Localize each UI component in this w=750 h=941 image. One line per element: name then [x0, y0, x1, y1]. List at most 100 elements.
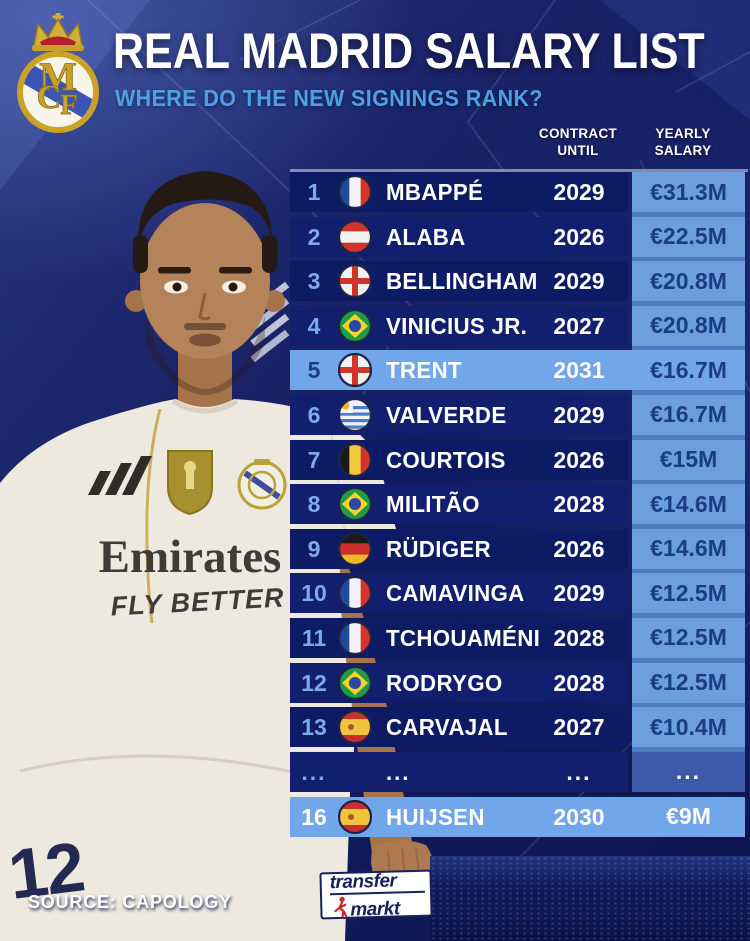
- france-flag-icon: [337, 174, 373, 210]
- salary-cell: €22.5M: [632, 216, 745, 257]
- belgium-flag-icon: [337, 442, 373, 477]
- salary-cell: €12.5M: [632, 617, 745, 658]
- table-row: 7 COURTOIS 2026 €15M: [290, 439, 745, 480]
- table-row: 8 MILITÃO 2028 €14.6M: [290, 484, 745, 525]
- salary-cell: €20.8M: [632, 305, 745, 346]
- salary-value: €20.8M: [650, 312, 727, 339]
- contract-until-year: 2029: [553, 268, 605, 295]
- salary-value: €15M: [659, 446, 718, 473]
- salary-cell: €12.5M: [632, 573, 745, 614]
- rank-number: 12: [301, 669, 327, 696]
- player-name: CARVAJAL: [386, 714, 508, 741]
- table-row: ... ... ... ...: [290, 751, 745, 792]
- contract-until-year: 2026: [553, 535, 605, 562]
- shirt-number-text: 12: [4, 827, 87, 913]
- salary-value: €20.8M: [650, 267, 727, 294]
- player-neck: [178, 341, 232, 412]
- shirt-sponsor-text: Emirates: [99, 531, 282, 583]
- page-title: REAL MADRID SALARY LIST: [113, 23, 705, 79]
- svg-text:F: F: [60, 89, 78, 121]
- salary-value: €22.5M: [650, 223, 727, 250]
- table-row: 2 ALABA 2026 €22.5M: [290, 216, 745, 257]
- salary-value: €14.6M: [650, 490, 727, 517]
- england-flag-icon: [337, 353, 373, 388]
- rank-number: 7: [307, 446, 321, 473]
- player-name: VINICIUS JR.: [386, 312, 528, 339]
- player-cell: 3 BELLINGHAM 2029: [290, 261, 628, 302]
- column-header-salary: YEARLY SALARY: [654, 126, 712, 158]
- contract-until-year: 2028: [553, 491, 605, 518]
- salary-value: €12.5M: [650, 579, 727, 606]
- player-cell: 2 ALABA 2026: [290, 216, 628, 257]
- crown-icon: [32, 13, 84, 51]
- contract-until-year: 2027: [553, 312, 605, 339]
- table-top-divider: [290, 169, 748, 172]
- salary-cell: €15M: [632, 439, 745, 480]
- salary-table: 1 MBAPPÉ 2029 €31.3M 2 ALABA 2026 €22.5M: [290, 172, 745, 837]
- salary-cell: €20.8M: [632, 261, 745, 302]
- salary-value: €10.4M: [650, 713, 727, 740]
- spain-flag-icon: [337, 799, 373, 834]
- rank-number: 13: [301, 714, 327, 741]
- contract-until-year: 2028: [553, 624, 605, 651]
- column-header-contract: CONTRACT UNTIL: [538, 126, 618, 158]
- salary-cell: €9M: [632, 797, 745, 837]
- player-name: TCHOUAMÉNI: [386, 624, 541, 651]
- player-name: VALVERDE: [386, 401, 507, 428]
- player-cell: 9 RÜDIGER 2026: [290, 528, 628, 569]
- player-cell: 4 VINICIUS JR. 2027: [290, 305, 628, 346]
- rank-number: 2: [307, 223, 321, 250]
- page-subtitle: WHERE DO THE NEW SIGNINGS RANK?: [115, 85, 543, 111]
- table-row: 4 VINICIUS JR. 2027 €20.8M: [290, 305, 745, 346]
- rank-number: 5: [307, 357, 321, 384]
- salary-value: €9M: [666, 803, 711, 830]
- salary-value: €16.7M: [650, 356, 727, 383]
- spain-flag-icon: [337, 710, 373, 745]
- transfermarkt-logo-line2: markt: [350, 897, 400, 921]
- table-row: 16 HUIJSEN 2030 €9M: [290, 796, 745, 837]
- player-cell: 12 RODRYGO 2028: [290, 662, 628, 703]
- player-name: RODRYGO: [386, 669, 503, 696]
- transfermarkt-logo-line1: transfer: [329, 870, 425, 895]
- player-name: RÜDIGER: [386, 535, 491, 562]
- contract-until-year: ...: [566, 758, 592, 785]
- player-name: ALABA: [386, 223, 466, 250]
- salary-cell: €31.3M: [632, 172, 745, 212]
- player-name: MILITÃO: [386, 491, 480, 518]
- transfermarkt-logo: transfer markt: [319, 869, 433, 921]
- table-row: 11 TCHOUAMÉNI 2028 €12.5M: [290, 617, 745, 658]
- country-flag-icon: [338, 755, 372, 789]
- player-cell: 16 HUIJSEN 2030: [290, 797, 628, 837]
- svg-text:M: M: [39, 54, 77, 99]
- contract-until-year: 2031: [553, 357, 605, 384]
- player-cell: 7 COURTOIS 2026: [290, 439, 628, 480]
- table-row: 3 BELLINGHAM 2029 €20.8M: [290, 261, 745, 302]
- runner-icon: [334, 896, 348, 918]
- player-name: COURTOIS: [386, 446, 506, 473]
- france-flag-icon: [337, 576, 373, 611]
- crowd-background: [430, 856, 750, 941]
- rank-number: 3: [307, 268, 321, 295]
- salary-value: €16.7M: [650, 401, 727, 428]
- salary-cell: €16.7M: [632, 394, 745, 435]
- player-cell: 6 VALVERDE 2029: [290, 394, 628, 435]
- contract-until-year: 2026: [553, 446, 605, 473]
- contract-until-year: 2029: [553, 179, 605, 205]
- player-name: ...: [386, 758, 411, 785]
- table-row: 6 VALVERDE 2029 €16.7M: [290, 394, 745, 435]
- rank-number: ...: [301, 758, 327, 785]
- player-head: [125, 171, 285, 395]
- salary-cell: €12.5M: [632, 662, 745, 703]
- salary-cell: €14.6M: [632, 528, 745, 569]
- player-cell: 13 CARVAJAL 2027: [290, 707, 628, 748]
- rank-number: 10: [301, 580, 327, 607]
- austria-flag-icon: [337, 219, 373, 254]
- salary-cell: €14.6M: [632, 484, 745, 525]
- gold-champions-patch-icon: [167, 450, 213, 516]
- real-madrid-crest-icon: M C F: [17, 13, 99, 133]
- brazil-flag-icon: [337, 665, 373, 700]
- rank-number: 9: [307, 535, 321, 562]
- adidas-logo-icon: [88, 456, 152, 495]
- rank-number: 1: [307, 179, 321, 205]
